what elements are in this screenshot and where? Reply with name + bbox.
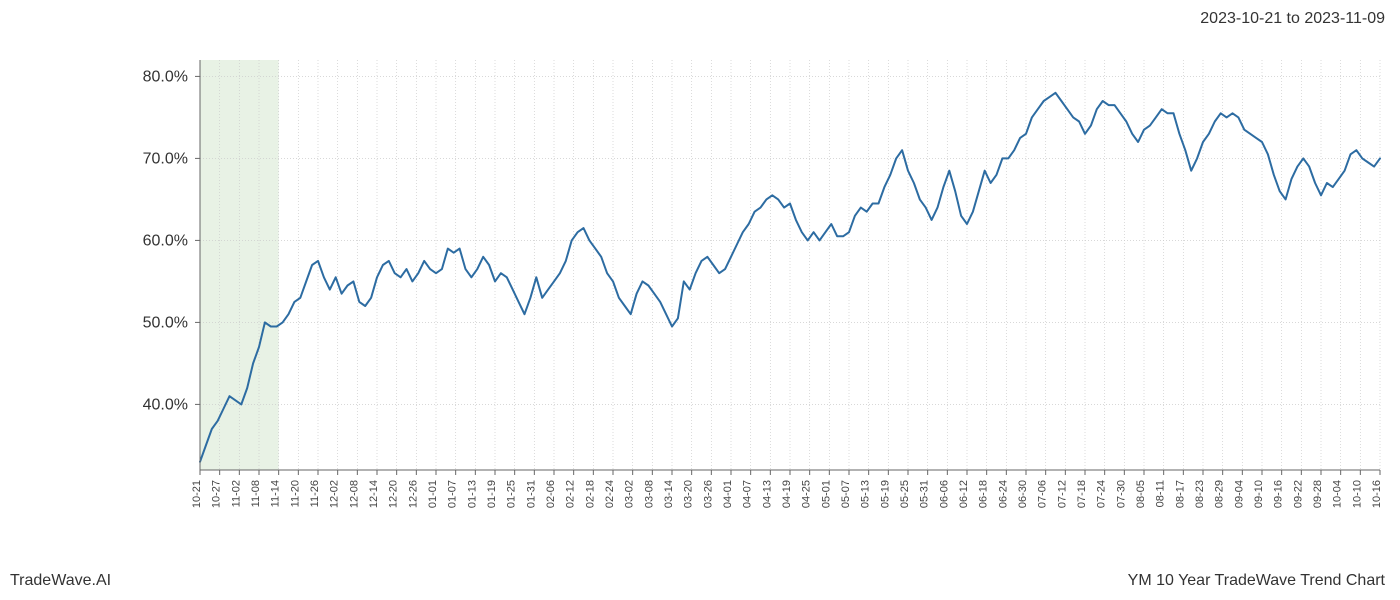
svg-text:06-24: 06-24: [997, 480, 1009, 508]
svg-text:02-12: 02-12: [565, 480, 577, 508]
svg-text:01-19: 01-19: [486, 480, 498, 508]
svg-text:04-19: 04-19: [781, 480, 793, 508]
svg-text:80.0%: 80.0%: [143, 68, 188, 85]
svg-text:12-14: 12-14: [368, 480, 380, 508]
svg-text:12-02: 12-02: [329, 480, 341, 508]
svg-text:05-07: 05-07: [840, 480, 852, 508]
svg-text:08-11: 08-11: [1155, 480, 1167, 507]
svg-text:08-23: 08-23: [1194, 480, 1206, 508]
trend-chart: 40.0% 50.0% 60.0% 70.0% 80.0% 10-21 10-27 11-02…: [0, 0, 1400, 600]
svg-text:03-20: 03-20: [683, 480, 695, 508]
svg-text:08-17: 08-17: [1174, 480, 1186, 508]
svg-text:70.0%: 70.0%: [143, 150, 188, 167]
svg-text:06-12: 06-12: [958, 480, 970, 508]
brand-label: TradeWave.AI: [10, 572, 111, 590]
svg-text:40.0%: 40.0%: [143, 396, 188, 413]
svg-text:05-25: 05-25: [899, 480, 911, 508]
svg-text:07-18: 07-18: [1076, 480, 1088, 508]
svg-text:09-28: 09-28: [1312, 480, 1324, 508]
svg-text:08-29: 08-29: [1214, 480, 1226, 508]
svg-text:01-01: 01-01: [427, 480, 439, 508]
svg-text:07-30: 07-30: [1115, 480, 1127, 508]
svg-text:07-12: 07-12: [1056, 480, 1068, 508]
svg-text:08-05: 08-05: [1135, 480, 1147, 508]
svg-text:04-25: 04-25: [801, 480, 813, 508]
svg-text:09-04: 09-04: [1233, 480, 1245, 508]
svg-text:02-24: 02-24: [604, 480, 616, 508]
svg-text:12-08: 12-08: [348, 480, 360, 508]
svg-text:04-01: 04-01: [722, 480, 734, 508]
svg-text:03-14: 03-14: [663, 480, 675, 508]
svg-text:10-21: 10-21: [191, 480, 203, 508]
svg-text:11-08: 11-08: [250, 480, 262, 507]
chart-title: YM 10 Year TradeWave Trend Chart: [1128, 572, 1385, 590]
svg-text:07-24: 07-24: [1096, 480, 1108, 508]
svg-text:05-31: 05-31: [919, 480, 931, 508]
svg-text:09-16: 09-16: [1273, 480, 1285, 508]
svg-text:01-25: 01-25: [506, 480, 518, 508]
svg-text:01-07: 01-07: [447, 480, 459, 508]
svg-text:03-02: 03-02: [624, 480, 636, 508]
svg-text:02-06: 02-06: [545, 480, 557, 508]
svg-text:01-13: 01-13: [466, 480, 478, 508]
svg-text:07-06: 07-06: [1037, 480, 1049, 508]
svg-text:04-13: 04-13: [761, 480, 773, 508]
svg-text:60.0%: 60.0%: [143, 232, 188, 249]
date-range-label: 2023-10-21 to 2023-11-09: [1200, 10, 1385, 28]
svg-text:09-22: 09-22: [1292, 480, 1304, 508]
svg-text:06-06: 06-06: [938, 480, 950, 508]
svg-text:05-01: 05-01: [820, 480, 832, 508]
svg-text:09-10: 09-10: [1253, 480, 1265, 508]
svg-text:03-26: 03-26: [702, 480, 714, 508]
svg-text:01-31: 01-31: [525, 480, 537, 508]
svg-text:50.0%: 50.0%: [143, 314, 188, 331]
svg-text:10-16: 10-16: [1371, 480, 1383, 508]
chart-container: 2023-10-21 to 2023-11-09 40.0% 50.0% 60.0%…: [0, 0, 1400, 600]
svg-text:11-20: 11-20: [289, 480, 301, 507]
svg-text:05-19: 05-19: [879, 480, 891, 508]
svg-text:10-27: 10-27: [211, 480, 223, 508]
svg-text:06-30: 06-30: [1017, 480, 1029, 508]
svg-text:06-18: 06-18: [978, 480, 990, 508]
svg-text:12-26: 12-26: [407, 480, 419, 508]
svg-text:10-10: 10-10: [1351, 480, 1363, 508]
svg-text:04-07: 04-07: [742, 480, 754, 508]
svg-text:03-08: 03-08: [643, 480, 655, 508]
svg-text:11-02: 11-02: [230, 480, 242, 507]
svg-text:10-04: 10-04: [1332, 480, 1344, 508]
svg-text:11-26: 11-26: [309, 480, 321, 507]
svg-text:12-20: 12-20: [388, 480, 400, 508]
svg-text:05-13: 05-13: [860, 480, 872, 508]
svg-text:02-18: 02-18: [584, 480, 596, 508]
svg-text:11-14: 11-14: [270, 480, 282, 507]
